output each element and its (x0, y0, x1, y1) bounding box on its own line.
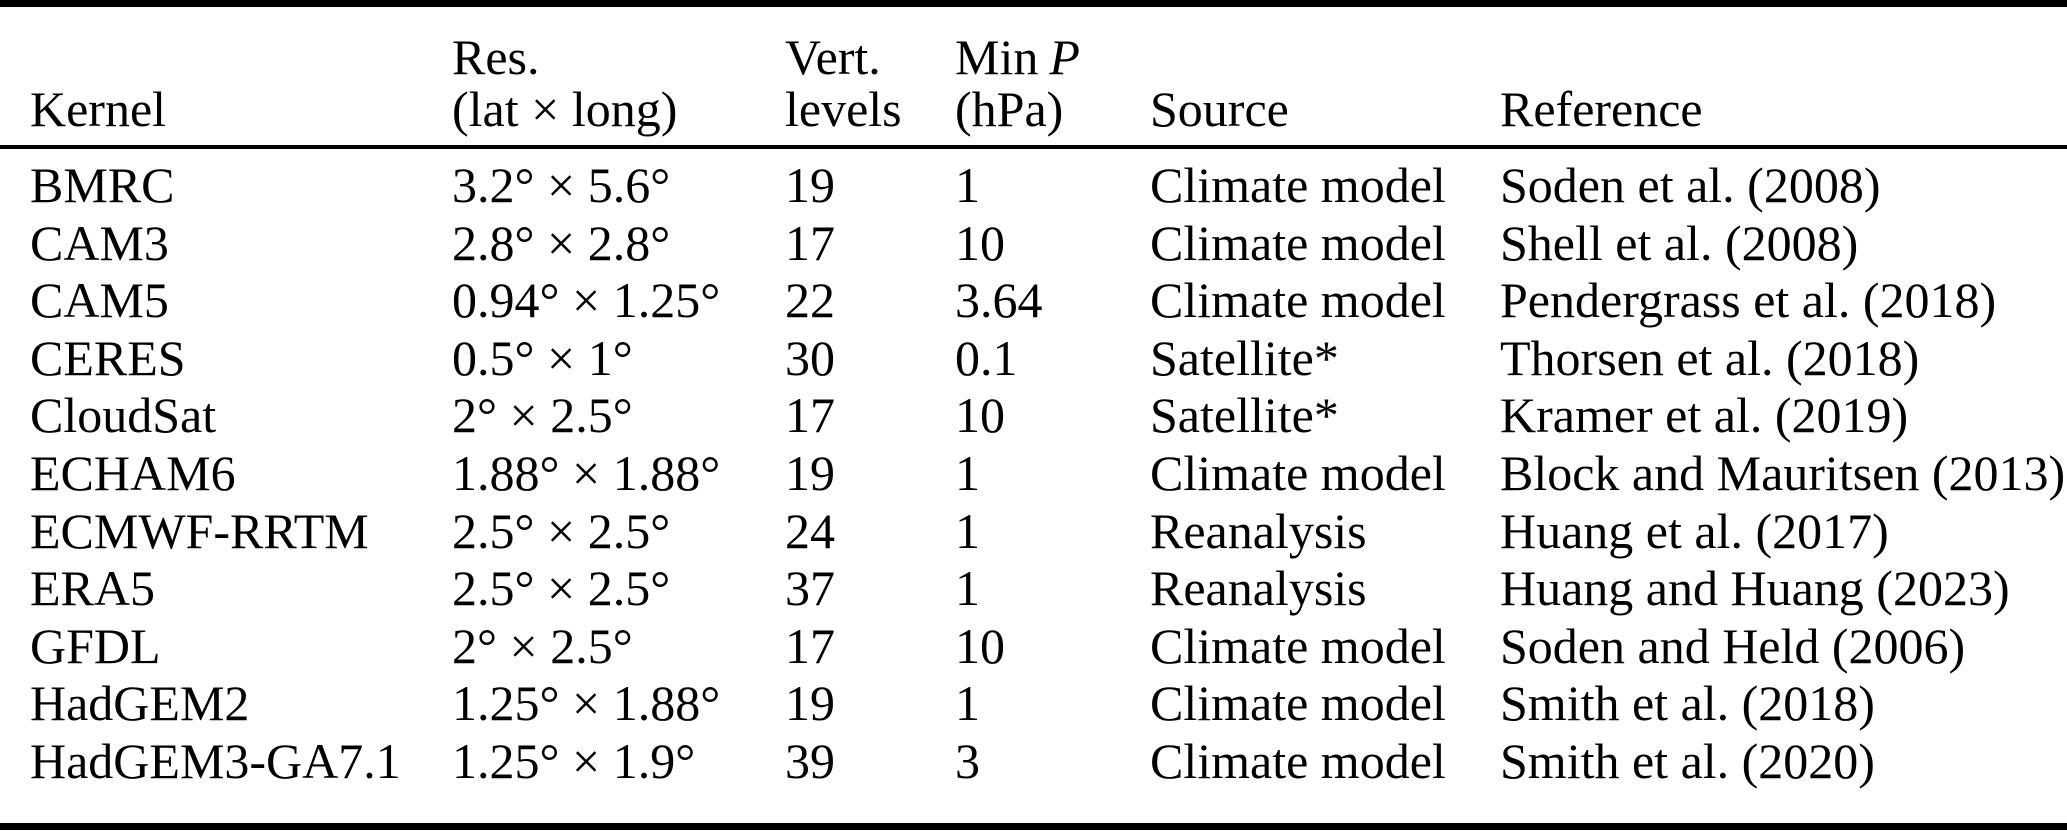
table-row: GFDL 2° × 2.5° 17 10 Climate model Soden… (0, 618, 2067, 676)
cell-vert-levels: 30 (785, 329, 835, 386)
header-row: Kernel Res. (lat × long) Vert. levels Mi… (0, 3, 2067, 149)
table-row: BMRC 3.2° × 5.6° 19 1 Climate model Sode… (0, 147, 2067, 215)
cell-reference: Smith et al. (2020) (1500, 732, 1875, 789)
cell-resolution: 2.5° × 2.5° (452, 560, 671, 617)
cell-reference: Huang and Huang (2023) (1500, 560, 2010, 617)
table-row: CloudSat 2° × 2.5° 17 10 Satellite* Kram… (0, 387, 2067, 445)
cell-kernel: BMRC (30, 157, 175, 213)
header-minp-line1: Min P (955, 31, 1150, 83)
cell-vert-levels: 19 (785, 444, 835, 501)
cell-min-p: 1 (955, 157, 980, 213)
cell-reference: Smith et al. (2018) (1500, 675, 1875, 732)
table-row: HadGEM2 1.25° × 1.88° 19 1 Climate model… (0, 675, 2067, 733)
cell-vert-levels: 22 (785, 272, 835, 329)
cell-resolution: 0.5° × 1° (452, 329, 633, 386)
column-header-kernel: Kernel (0, 3, 452, 149)
column-header-reference: Reference (1500, 3, 2067, 149)
cell-kernel: ECHAM6 (30, 444, 236, 501)
header-minp-line2: (hPa) (955, 81, 1064, 137)
cell-reference: Shell et al. (2008) (1500, 214, 1859, 271)
cell-min-p: 10 (955, 617, 1005, 674)
table-row: HadGEM3-GA7.1 1.25° × 1.9° 39 3 Climate … (0, 733, 2067, 826)
header-minp-prefix: Min (955, 29, 1039, 85)
header-vert-line2: levels (785, 81, 902, 137)
cell-source: Satellite* (1150, 329, 1339, 386)
cell-vert-levels: 17 (785, 617, 835, 674)
table-header: Kernel Res. (lat × long) Vert. levels Mi… (0, 3, 2067, 149)
cell-min-p: 1 (955, 444, 980, 501)
header-source-label: Source (1150, 81, 1289, 137)
cell-min-p: 1 (955, 502, 980, 559)
cell-source: Climate model (1150, 214, 1446, 271)
table-row: ECHAM6 1.88° × 1.88° 19 1 Climate model … (0, 445, 2067, 503)
cell-source: Climate model (1150, 157, 1446, 213)
cell-reference: Thorsen et al. (2018) (1500, 329, 1920, 386)
cell-kernel: CERES (30, 329, 186, 386)
cell-resolution: 0.94° × 1.25° (452, 272, 721, 329)
header-kernel-label: Kernel (30, 81, 167, 137)
cell-min-p: 1 (955, 675, 980, 732)
header-res-line2: (lat × long) (452, 81, 678, 137)
cell-min-p: 3 (955, 732, 980, 789)
column-header-min-p: Min P (hPa) (955, 3, 1150, 149)
cell-reference: Block and Mauritsen (2013) (1500, 444, 2066, 501)
table-row: CERES 0.5° × 1° 30 0.1 Satellite* Thorse… (0, 330, 2067, 388)
cell-min-p: 1 (955, 560, 980, 617)
cell-min-p: 0.1 (955, 329, 1018, 386)
cell-source: Climate model (1150, 732, 1446, 789)
table-row: ECMWF-RRTM 2.5° × 2.5° 24 1 Reanalysis H… (0, 503, 2067, 561)
cell-resolution: 2.8° × 2.8° (452, 214, 671, 271)
cell-reference: Huang et al. (2017) (1500, 502, 1889, 559)
cell-kernel: GFDL (30, 617, 161, 674)
cell-vert-levels: 37 (785, 560, 835, 617)
header-res-line1: Res. (452, 29, 540, 85)
cell-kernel: HadGEM2 (30, 675, 250, 732)
cell-reference: Soden et al. (2008) (1500, 157, 1881, 213)
table-body: BMRC 3.2° × 5.6° 19 1 Climate model Sode… (0, 147, 2067, 826)
cell-resolution: 3.2° × 5.6° (452, 157, 671, 213)
cell-vert-levels: 24 (785, 502, 835, 559)
cell-vert-levels: 19 (785, 675, 835, 732)
cell-source: Satellite* (1150, 387, 1339, 444)
cell-source: Climate model (1150, 675, 1446, 732)
cell-resolution: 2° × 2.5° (452, 617, 633, 674)
cell-vert-levels: 39 (785, 732, 835, 789)
cell-resolution: 1.25° × 1.9° (452, 732, 696, 789)
cell-source: Climate model (1150, 617, 1446, 674)
table-row: CAM5 0.94° × 1.25° 22 3.64 Climate model… (0, 272, 2067, 330)
column-header-source: Source (1150, 3, 1500, 149)
cell-min-p: 10 (955, 214, 1005, 271)
column-header-resolution: Res. (lat × long) (452, 3, 785, 149)
cell-source: Climate model (1150, 444, 1446, 501)
cell-resolution: 1.88° × 1.88° (452, 444, 721, 501)
column-header-vert-levels: Vert. levels (785, 3, 955, 149)
cell-source: Climate model (1150, 272, 1446, 329)
cell-vert-levels: 19 (785, 157, 835, 213)
cell-kernel: ECMWF-RRTM (30, 502, 369, 559)
cell-min-p: 3.64 (955, 272, 1043, 329)
header-minp-symbol: P (1049, 29, 1080, 85)
cell-source: Reanalysis (1150, 560, 1367, 617)
cell-min-p: 10 (955, 387, 1005, 444)
cell-reference: Kramer et al. (2019) (1500, 387, 1909, 444)
cell-vert-levels: 17 (785, 214, 835, 271)
cell-kernel: CloudSat (30, 387, 217, 444)
cell-kernel: HadGEM3-GA7.1 (30, 732, 401, 789)
cell-resolution: 2° × 2.5° (452, 387, 633, 444)
cell-resolution: 2.5° × 2.5° (452, 502, 671, 559)
cell-kernel: ERA5 (30, 560, 155, 617)
header-vert-line1: Vert. (785, 29, 881, 85)
cell-kernel: CAM5 (30, 272, 169, 329)
cell-kernel: CAM3 (30, 214, 169, 271)
cell-vert-levels: 17 (785, 387, 835, 444)
cell-reference: Pendergrass et al. (2018) (1500, 272, 1997, 329)
cell-reference: Soden and Held (2006) (1500, 617, 1966, 674)
table-row: CAM3 2.8° × 2.8° 17 10 Climate model She… (0, 215, 2067, 273)
cell-source: Reanalysis (1150, 502, 1367, 559)
table-row: ERA5 2.5° × 2.5° 37 1 Reanalysis Huang a… (0, 560, 2067, 618)
header-reference-label: Reference (1500, 81, 1703, 137)
cell-resolution: 1.25° × 1.88° (452, 675, 721, 732)
